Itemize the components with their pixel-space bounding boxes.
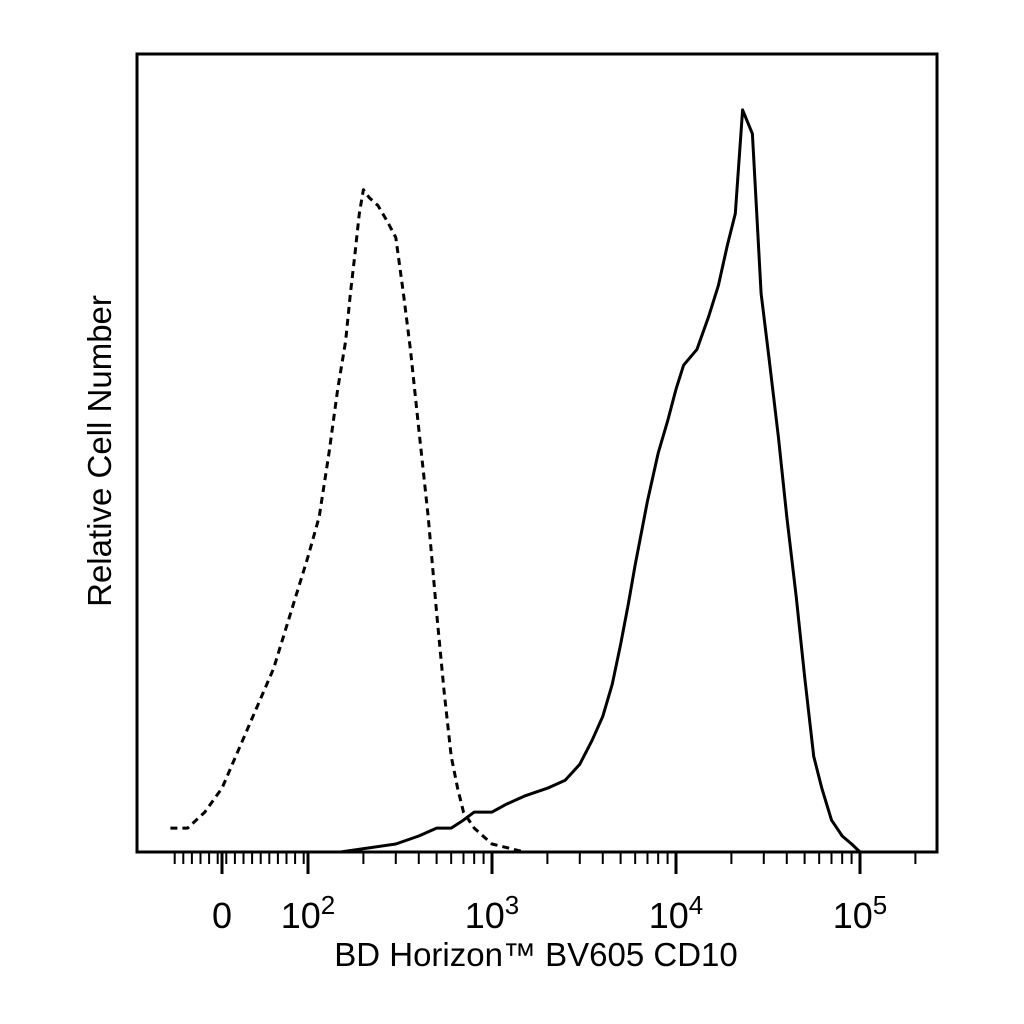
x-minor-ticks bbox=[173, 852, 917, 864]
x-tick-label-exponent: 5 bbox=[873, 890, 887, 920]
x-tick-label-base: 10 bbox=[281, 895, 321, 936]
x-tick-label: 102 bbox=[281, 890, 336, 936]
y-axis-title: Relative Cell Number bbox=[81, 295, 118, 607]
plot-frame bbox=[135, 52, 939, 854]
x-tick-label-base: 10 bbox=[833, 895, 873, 936]
histogram-curve-solid bbox=[340, 108, 934, 854]
x-tick-label: 104 bbox=[649, 890, 704, 936]
x-axis-title: BD Horizon™ BV605 CD10 bbox=[334, 936, 738, 973]
plot-area: 0 102 103 104 105 bbox=[135, 52, 939, 936]
x-tick-label-base: 10 bbox=[649, 895, 689, 936]
x-tick-label-exponent: 3 bbox=[505, 890, 519, 920]
x-tick-label-exponent: 2 bbox=[321, 890, 335, 920]
x-tick-label: 0 bbox=[212, 895, 232, 936]
histogram-curve-dashed bbox=[170, 188, 860, 854]
x-tick-label-exponent: 4 bbox=[689, 890, 703, 920]
x-tick-label: 103 bbox=[465, 890, 520, 936]
x-tick-label-base: 10 bbox=[465, 895, 505, 936]
x-tick-label: 105 bbox=[833, 890, 888, 936]
